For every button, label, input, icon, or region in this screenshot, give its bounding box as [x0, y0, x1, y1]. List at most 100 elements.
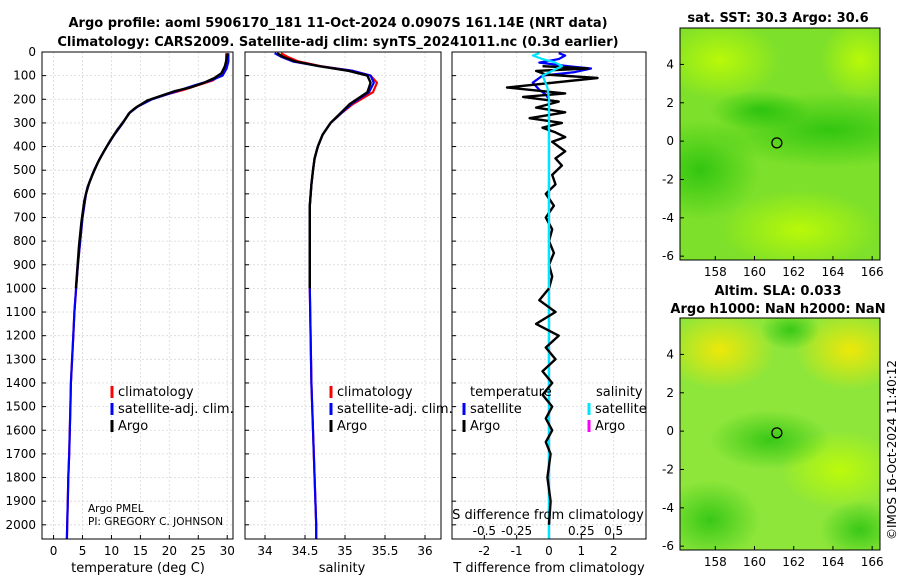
sla-map-title-line1: Altim. SLA: 0.033 — [715, 284, 842, 299]
map-x-tick-label: 162 — [782, 265, 805, 279]
x-tick-label: 5 — [79, 544, 87, 558]
salinity-x-ticks: 34 34.5 35 35.5 36 — [257, 544, 432, 558]
depth-tick-label: 200 — [13, 92, 36, 106]
depth-tick-label: 800 — [13, 234, 36, 248]
map-x-tick-label: 166 — [861, 555, 884, 569]
series-line-s-argo — [534, 287, 560, 525]
figure-title-line2: Climatology: CARS2009. Satellite-adj cli… — [57, 35, 618, 50]
legend-s-satellite-label: satellite — [595, 402, 647, 417]
depth-tick-label: 300 — [13, 116, 36, 130]
map-y-tick-label: 2 — [666, 386, 674, 400]
legend-climatology-label: climatology — [118, 385, 194, 400]
legend-t-satellite-label: satellite — [470, 402, 522, 417]
map-x-tick-label: 164 — [821, 555, 844, 569]
series-line-argo — [276, 52, 372, 289]
map-x-tick-label: 160 — [743, 555, 766, 569]
sla-map-image — [680, 318, 880, 550]
x-tick-label: 34 — [257, 544, 272, 558]
sst-map-frame — [679, 27, 881, 261]
x-tick-label: -1 — [511, 544, 523, 558]
depth-tick-label: 2000 — [5, 518, 36, 532]
x-tick-label: 10 — [104, 544, 119, 558]
sst-map-ticks: 158 160 162 164 166 4 2 0 -2 -4 -6 — [662, 57, 884, 279]
map-y-tick-label: -2 — [662, 172, 674, 186]
salinity-panel-grid — [245, 51, 441, 539]
legend-salinity-header: salinity — [596, 385, 643, 400]
x-tick-label: 15 — [133, 544, 148, 558]
x-tick-label: 0 — [50, 544, 58, 558]
salinity-series — [274, 52, 379, 539]
depth-tick-label: 1600 — [5, 423, 36, 437]
legend-satellite-label: satellite-adj. clim. — [337, 402, 453, 417]
legend-argo-label: Argo — [337, 419, 367, 434]
s-tick-label: 0.5 — [604, 524, 623, 538]
x-tick-label: 34.5 — [292, 544, 319, 558]
pi-annotation-line2: PI: GREGORY C. JOHNSON — [88, 516, 223, 528]
x-tick-label: 20 — [162, 544, 177, 558]
depth-tick-label: 900 — [13, 258, 36, 272]
depth-tick-label: 1800 — [5, 471, 36, 485]
s-tick-label: -0.25 — [501, 524, 532, 538]
figure-title-line1: Argo profile: aoml 5906170_181 11-Oct-20… — [68, 16, 607, 31]
pi-annotation-line1: Argo PMEL — [88, 503, 144, 515]
s-tick-label: -0.5 — [473, 524, 496, 538]
difference-panel-frame — [451, 51, 647, 540]
difference-xlabel: T difference from climatology — [452, 561, 645, 576]
legend-climatology-label: climatology — [337, 385, 413, 400]
temperature-panel-frame — [41, 51, 234, 540]
depth-tick-label: 1000 — [5, 281, 36, 295]
series-line-climatology — [65, 53, 228, 540]
difference-x-ticks: -2 -1 0 1 2 — [478, 544, 617, 558]
depth-axis: 0 100 200 300 400 500 600 700 800 900 1000 1100 1200… — [5, 45, 36, 532]
map-y-tick-label: 2 — [666, 96, 674, 110]
series-line-satellite-adj-clim- — [274, 52, 375, 539]
map-x-tick-label: 164 — [821, 265, 844, 279]
map-x-tick-label: 166 — [861, 265, 884, 279]
sst-argo-marker — [771, 137, 783, 149]
depth-tick-label: 1100 — [5, 305, 36, 319]
legend-argo-label: Argo — [118, 419, 148, 434]
difference-top-xlabel: S difference from climatology — [452, 508, 644, 523]
temperature-xlabel: temperature (deg C) — [71, 561, 205, 576]
series-line-argo — [74, 52, 229, 289]
depth-tick-label: 1700 — [5, 447, 36, 461]
map-y-tick-label: -6 — [662, 539, 674, 553]
depth-tick-label: 500 — [13, 163, 36, 177]
map-y-tick-label: -2 — [662, 462, 674, 476]
map-x-tick-label: 158 — [704, 555, 727, 569]
x-tick-label: 30 — [220, 544, 235, 558]
salinity-xlabel: salinity — [319, 561, 366, 576]
temperature-panel-grid — [42, 51, 233, 539]
x-tick-label: 0 — [545, 544, 553, 558]
depth-tick-label: 1400 — [5, 376, 36, 390]
map-y-tick-label: -4 — [662, 501, 674, 515]
salinity-panel-frame — [244, 51, 442, 540]
x-tick-label: -2 — [478, 544, 490, 558]
s-tick-label: 0.25 — [568, 524, 595, 538]
salinity-difference-ticks: -0.5 -0.25 0.25 0.5 — [473, 524, 624, 538]
series-line-satellite-adj-clim- — [65, 53, 230, 540]
map-y-tick-label: 4 — [666, 57, 674, 71]
x-tick-label: 25 — [191, 544, 206, 558]
difference-series — [505, 52, 599, 539]
sla-map-frame — [679, 317, 881, 551]
legend-temperature-header: temperature — [470, 385, 552, 400]
depth-tick-label: 1500 — [5, 400, 36, 414]
x-tick-label: 2 — [610, 544, 618, 558]
depth-tick-label: 400 — [13, 140, 36, 154]
depth-tick-label: 1200 — [5, 329, 36, 343]
sst-map-image — [680, 28, 880, 260]
difference-legend: temperature salinity satellite Argo sate… — [462, 385, 647, 434]
temperature-legend: climatology satellite-adj. clim. Argo — [110, 385, 234, 434]
depth-tick-label: 600 — [13, 187, 36, 201]
map-x-tick-label: 158 — [704, 265, 727, 279]
temperature-series — [65, 52, 230, 540]
timestamp: ©IMOS 16-Oct-2024 11:40:12 — [885, 360, 899, 540]
x-tick-label: 1 — [578, 544, 586, 558]
map-x-tick-label: 160 — [743, 265, 766, 279]
sst-map-title: sat. SST: 30.3 Argo: 30.6 — [687, 11, 868, 26]
depth-tick-label: 700 — [13, 210, 36, 224]
legend-t-argo-label: Argo — [470, 419, 500, 434]
sla-map-ticks: 158 160 162 164 166 4 2 0 -2 -4 -6 — [662, 347, 884, 569]
